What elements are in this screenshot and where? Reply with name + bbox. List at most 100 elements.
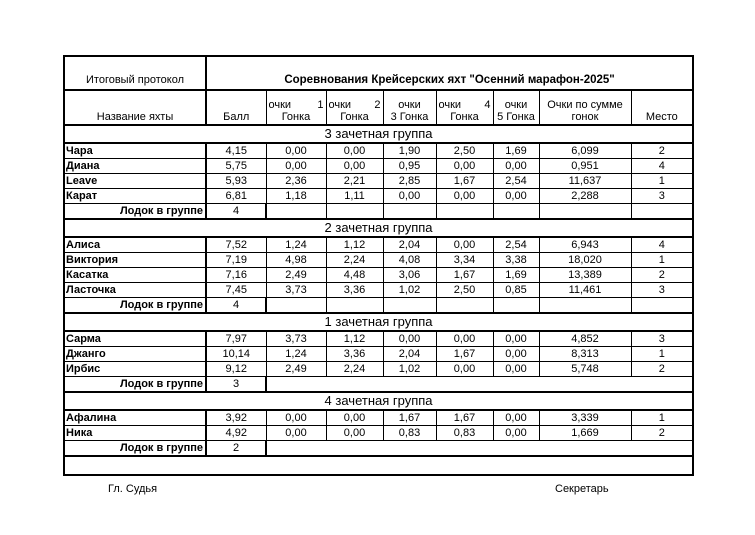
race1-points: 4,98	[265, 252, 327, 268]
yacht-name: Афалина	[63, 409, 207, 426]
col-race4: очки 4 Гонка	[435, 89, 494, 126]
group-count-row: Лодок в группе 2	[63, 440, 694, 457]
race3-points: 1,67	[382, 409, 437, 426]
judge-label: Гл. Судья	[108, 483, 158, 495]
yacht-name: Ласточка	[63, 282, 207, 298]
count-label: Лодок в группе	[63, 376, 207, 393]
race5-points: 0,00	[492, 361, 540, 377]
race3-points: 0,83	[382, 425, 437, 441]
race5-points: 0,00	[492, 330, 540, 347]
race5-points: 0,00	[492, 346, 540, 362]
table-row: Диана 5,75 0,00 0,00 0,95 0,00 0,00 0,951 4	[63, 158, 694, 174]
race4-points: 2,50	[435, 282, 494, 298]
race2-points: 2,24	[325, 252, 384, 268]
empty-cell	[492, 203, 540, 220]
race4-points: 0,00	[435, 188, 494, 204]
col-race3: очки 3 Гонка	[382, 89, 437, 126]
count-value: 3	[205, 376, 267, 393]
total-points: 11,637	[538, 173, 632, 189]
score: 5,93	[205, 173, 267, 189]
race5-points: 0,00	[492, 188, 540, 204]
yacht-name: Джанго	[63, 346, 207, 362]
empty-cell	[265, 203, 327, 220]
empty-cell	[63, 455, 694, 476]
place: 2	[630, 142, 694, 159]
empty-cell	[435, 203, 494, 220]
yacht-name: Виктория	[63, 252, 207, 268]
table-row: Карат 6,81 1,18 1,11 0,00 0,00 0,00 2,288 3	[63, 188, 694, 204]
table-row: Джанго 10,14 1,24 3,36 2,04 1,67 0,00 8,313 1	[63, 346, 694, 362]
race4-points: 0,00	[435, 330, 494, 347]
race4-points: 1,67	[435, 409, 494, 426]
count-value: 4	[205, 297, 267, 314]
total-points: 2,288	[538, 188, 632, 204]
race3-points: 0,95	[382, 158, 437, 174]
empty-cell	[325, 297, 384, 314]
place: 2	[630, 267, 694, 283]
group-title: 1 зачетная группа	[63, 312, 694, 332]
score: 4,15	[205, 142, 267, 159]
race3-points: 3,06	[382, 267, 437, 283]
count-label: Лодок в группе	[63, 440, 207, 457]
group-header-row: 3 зачетная группа	[63, 124, 694, 144]
total-points: 11,461	[538, 282, 632, 298]
race3-points: 1,02	[382, 282, 437, 298]
place: 2	[630, 361, 694, 377]
col-race1: очки 1 Гонка	[265, 89, 327, 126]
table-row: Ника 4,92 0,00 0,00 0,83 0,83 0,00 1,669 2	[63, 425, 694, 441]
race5-points: 1,69	[492, 267, 540, 283]
group-header-row: 2 зачетная группа	[63, 218, 694, 238]
race1-points: 1,24	[265, 236, 327, 253]
race4-points: 1,67	[435, 346, 494, 362]
race4-points: 2,50	[435, 142, 494, 159]
place: 1	[630, 346, 694, 362]
table-row: Сарма 7,97 3,73 1,12 0,00 0,00 0,00 4,852 3	[63, 330, 694, 347]
race5-points: 2,54	[492, 173, 540, 189]
table-row: Ирбис 9,12 2,49 2,24 1,02 0,00 0,00 5,748 2	[63, 361, 694, 377]
empty-cell	[492, 297, 540, 314]
group-title: 2 зачетная группа	[63, 218, 694, 238]
total-points: 13,389	[538, 267, 632, 283]
race1-points: 1,18	[265, 188, 327, 204]
score: 10,14	[205, 346, 267, 362]
race5-points: 3,38	[492, 252, 540, 268]
race2-points: 2,21	[325, 173, 384, 189]
race1-points: 0,00	[265, 142, 327, 159]
empty-cell	[382, 297, 437, 314]
score: 7,97	[205, 330, 267, 347]
race1-points: 2,36	[265, 173, 327, 189]
race4-points: 0,00	[435, 158, 494, 174]
title-row: Итоговый протокол Соревнования Крейсерск…	[63, 55, 694, 91]
yacht-name: Leave	[63, 173, 207, 189]
empty-cell	[325, 203, 384, 220]
race4-points: 0,83	[435, 425, 494, 441]
race5-points: 0,00	[492, 158, 540, 174]
score: 7,45	[205, 282, 267, 298]
race2-points: 1,12	[325, 236, 384, 253]
race5-points: 0,00	[492, 409, 540, 426]
race2-points: 3,36	[325, 282, 384, 298]
yacht-name: Сарма	[63, 330, 207, 347]
place: 3	[630, 330, 694, 347]
yacht-name: Карат	[63, 188, 207, 204]
count-label: Лодок в группе	[63, 203, 207, 220]
yacht-name: Касатка	[63, 267, 207, 283]
place: 1	[630, 173, 694, 189]
place: 1	[630, 409, 694, 426]
group-header-row: 1 зачетная группа	[63, 312, 694, 332]
score: 5,75	[205, 158, 267, 174]
empty-cell	[435, 297, 494, 314]
yacht-name: Ника	[63, 425, 207, 441]
total-points: 3,339	[538, 409, 632, 426]
total-points: 1,669	[538, 425, 632, 441]
race2-points: 0,00	[325, 142, 384, 159]
race5-points: 0,85	[492, 282, 540, 298]
race2-points: 2,24	[325, 361, 384, 377]
place: 3	[630, 188, 694, 204]
col-score: Балл	[205, 89, 267, 126]
count-label: Лодок в группе	[63, 297, 207, 314]
competition-title: Соревнования Крейсерских яхт "Осенний ма…	[205, 55, 694, 91]
race1-points: 0,00	[265, 409, 327, 426]
race4-points: 1,67	[435, 173, 494, 189]
race1-points: 3,73	[265, 282, 327, 298]
